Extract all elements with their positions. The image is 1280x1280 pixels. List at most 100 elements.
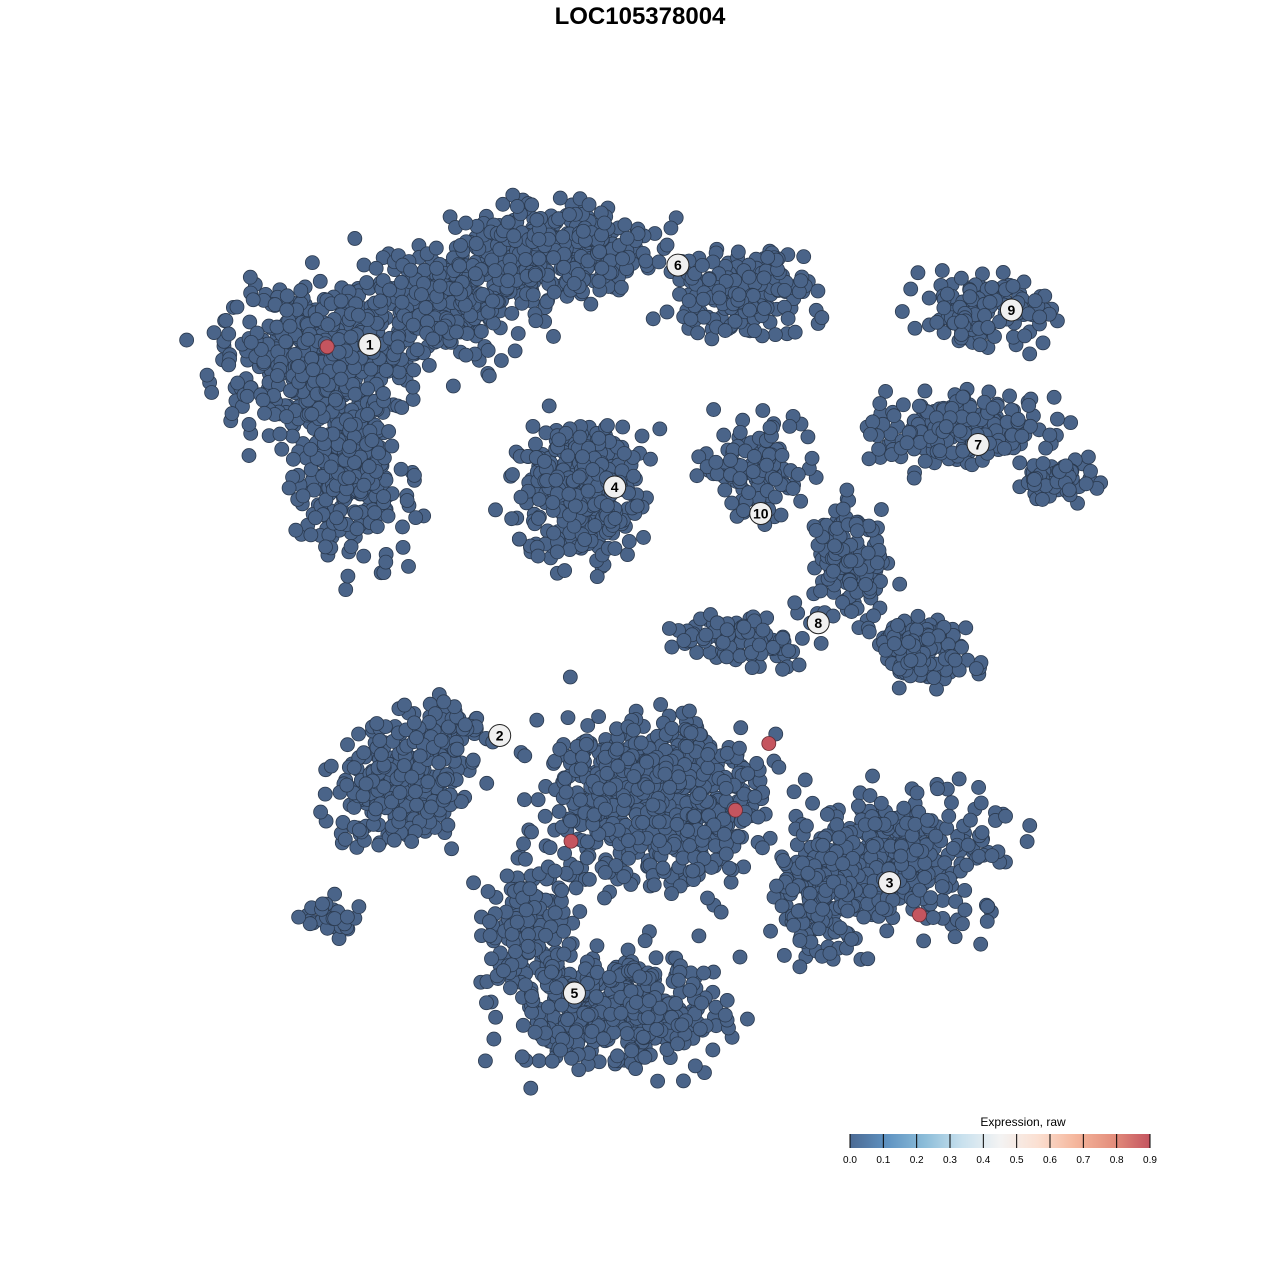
cell-point [528,267,543,283]
cell-point [741,269,757,285]
cell-point [1022,818,1038,833]
cell-point [599,498,615,514]
cell-point [350,307,366,323]
cell-point [481,368,497,384]
cell-point [302,916,318,932]
cell-point [730,244,746,260]
cell-point [721,860,737,876]
cell-point [318,539,333,555]
cell-point [503,980,518,996]
cell-point [909,842,924,858]
chart-title: LOC105378004 [554,3,726,30]
cell-point [333,293,349,309]
cell-point [669,816,685,832]
cell-point [692,1021,708,1037]
cell-point [575,223,591,239]
cell-point [740,1011,755,1027]
cell-point [291,359,306,374]
cell-point [701,272,717,287]
cell-point [791,657,807,673]
cell-point [871,441,887,457]
cell-point [937,855,953,871]
cell-point [529,212,545,228]
cell-point [873,795,889,811]
cell-point [406,715,422,731]
cell-point [315,896,330,912]
cell-point [655,860,671,876]
cell-point [572,904,588,919]
cell-point [241,448,257,463]
cell-point [718,846,734,862]
cell-point [493,353,509,368]
cell-point [382,282,397,298]
cell-point [719,649,735,665]
cell-point [318,492,334,508]
cell-point [813,583,829,599]
cell-point [907,320,923,336]
cell-point [886,636,902,651]
cell-point [546,525,561,541]
cell-point [694,995,709,1011]
cell-point [596,1031,611,1047]
cell-point [320,317,336,333]
cell-point [420,774,436,790]
cell-point [808,522,824,538]
cell-point [649,1021,665,1037]
cell-point [771,759,787,775]
cell-point [648,950,664,966]
cell-point [364,433,380,448]
cell-point [1078,476,1094,492]
cell-point [293,283,309,298]
cell-point [1038,440,1054,456]
cell-point [769,878,784,894]
cell-point [858,577,874,592]
cell-point [899,435,915,451]
cell-point [780,311,796,326]
cell-point [513,489,529,505]
cell-point [581,871,597,887]
cell-point [645,311,661,327]
cell-point [752,637,767,653]
cell-point [819,807,835,822]
cell-point [776,948,792,963]
cell-point [879,923,895,939]
cell-point [479,775,495,791]
cell-point [351,822,367,838]
cell-point [551,804,567,819]
cell-point [843,553,859,569]
cell-point [676,633,692,648]
cell-point [679,739,695,755]
cell-point [368,801,384,817]
cell-point [920,631,936,647]
cell-point [369,519,385,535]
cell-point [715,634,731,650]
cell-point [641,993,657,1009]
cell-point [579,736,594,752]
cell-point [732,949,748,965]
cell-point [921,290,937,306]
cell-point [907,816,923,832]
cell-point [466,875,481,891]
cell-point [408,784,423,799]
cell-point [480,884,496,899]
cell-point [917,870,933,885]
cell-point [974,825,990,840]
cell-point [661,621,677,636]
cell-point [405,317,421,333]
cell-point [504,511,520,527]
cell-point [995,265,1011,280]
cell-point [303,441,319,457]
cell-point [797,772,813,788]
cell-point [890,618,905,633]
cell-point [407,467,422,483]
cell-point [910,265,926,281]
cell-point [544,964,559,980]
cell-point [445,378,461,394]
cell-point [278,334,294,350]
cell-point [577,532,593,547]
cell-point [796,249,812,265]
cell-point [909,785,925,801]
cell-point [458,215,474,231]
cell-point [523,1080,539,1096]
cell-point [531,492,547,507]
